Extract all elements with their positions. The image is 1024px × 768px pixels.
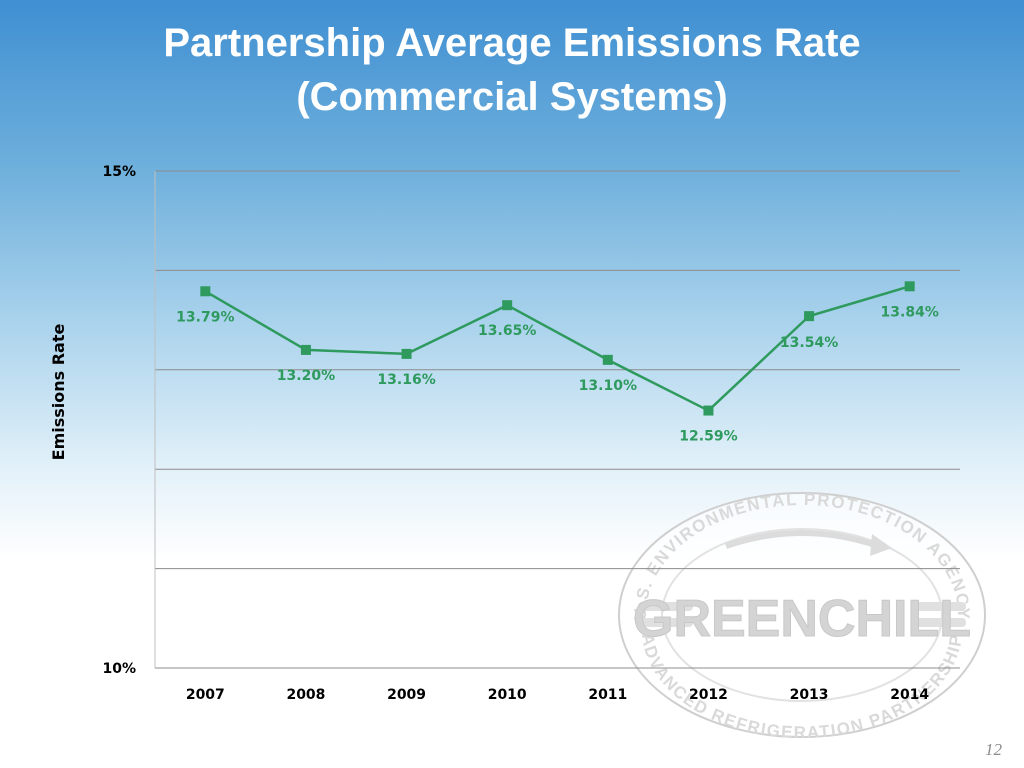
data-label: 13.10%: [579, 378, 637, 394]
data-label: 12.59%: [679, 429, 737, 445]
x-tick-label: 2007: [186, 687, 225, 703]
logo-wordmark: GREENCHILL: [633, 590, 971, 648]
data-label: 13.79%: [176, 309, 234, 325]
y-tick-label: 10%: [102, 661, 136, 677]
title-line-2: (Commercial Systems): [296, 75, 728, 119]
title-line-1: Partnership Average Emissions Rate: [163, 21, 861, 65]
data-label: 13.20%: [277, 368, 335, 384]
data-label: 13.54%: [780, 335, 838, 351]
slide-number: 12: [985, 740, 1002, 759]
data-point: [401, 348, 412, 359]
series-line: [204, 285, 911, 412]
x-tick-label: 2010: [488, 687, 527, 703]
data-point: [703, 405, 714, 416]
data-label: 13.65%: [478, 323, 536, 339]
x-tick-label: 2013: [790, 687, 829, 703]
data-point: [502, 300, 513, 311]
data-label: 13.16%: [377, 372, 435, 388]
x-tick-label: 2014: [890, 687, 929, 703]
slide-title: Partnership Average Emissions Rate (Comm…: [0, 16, 1024, 124]
y-tick-label: 15%: [102, 164, 136, 180]
data-point: [804, 311, 815, 322]
x-tick-label: 2012: [689, 687, 728, 703]
data-point: [300, 344, 311, 355]
x-tick-label: 2008: [286, 687, 325, 703]
data-point: [904, 281, 915, 292]
logo-arrow-icon: [725, 530, 879, 549]
greenchill-logo: U.S. ENVIRONMENTAL PROTECTION AGENCY ADV…: [618, 490, 986, 740]
data-label: 13.84%: [881, 304, 939, 320]
x-tick-label: 2009: [387, 687, 426, 703]
data-point: [200, 286, 211, 297]
data-point: [602, 354, 613, 365]
x-tick-label: 2011: [588, 687, 627, 703]
